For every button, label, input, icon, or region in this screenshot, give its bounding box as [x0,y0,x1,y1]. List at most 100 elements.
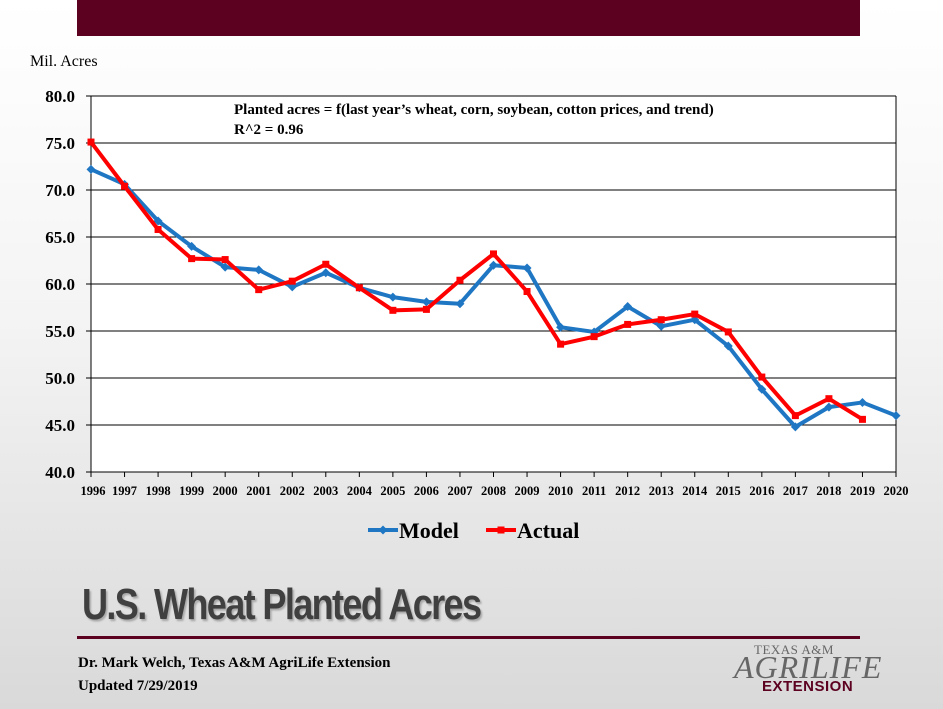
y-axis-label: Mil. Acres [30,53,98,70]
point-model [86,164,96,174]
point-model [656,321,666,331]
logo-line-2: AGRILIFE [734,649,883,685]
x-tick-label: 2014 [682,484,708,498]
y-tick-label: 55.0 [45,322,75,341]
x-tick-label: 2007 [447,484,472,498]
series-line-actual [89,140,864,422]
point-actual [188,255,196,263]
annotation-r-squared: R^2 = 0.96 [234,122,304,138]
x-tick-label: 2015 [716,484,741,498]
y-tick-label: 45.0 [45,416,75,435]
footer-divider [77,636,860,639]
point-actual [523,288,531,296]
point-model [723,341,733,351]
x-tick-label: 1999 [179,484,204,498]
y-tick-label: 75.0 [45,134,75,153]
point-actual [657,316,665,324]
point-model [623,302,633,312]
point-actual [624,320,632,328]
top-banner [77,0,860,36]
point-model [421,297,431,307]
x-tick-label: 2011 [582,484,606,498]
legend-marker-actual [497,526,505,534]
series-lines [86,138,901,432]
point-model [556,322,566,332]
point-actual [288,277,296,285]
point-model [790,422,800,432]
x-tick-label: 1998 [146,484,171,498]
x-tick-label: 2002 [280,484,305,498]
point-model [153,216,163,226]
x-tick-label: 2019 [850,484,875,498]
x-tick-label: 2016 [749,484,774,498]
x-tick-label: 2008 [481,484,506,498]
x-tick-label: 2005 [380,484,405,498]
y-tick-label: 60.0 [45,275,75,294]
point-actual [221,256,229,264]
logo-line-1: TEXAS A&M [754,642,834,657]
y-tick-label: 65.0 [45,228,75,247]
point-actual [791,412,799,420]
point-actual [322,260,330,268]
y-tick-label: 40.0 [45,463,75,482]
logo-line-3: EXTENSION [762,678,854,695]
x-tick-label: 1997 [112,484,137,498]
point-actual [858,415,866,423]
x-tick-label: 2010 [548,484,573,498]
x-tick-label: 2001 [246,484,271,498]
legend-marker-model [378,525,388,535]
point-actual [456,276,464,284]
annotation-equation: Planted acres = f(last year’s wheat, cor… [234,102,714,118]
y-tick-label: 70.0 [45,181,75,200]
point-actual [724,328,732,336]
x-tick-label: 1996 [81,484,106,498]
point-model [757,384,767,394]
gridlines [90,95,897,473]
x-tick-labels: 1996 1997 1998 1999 2000 2001 2002 2003 2004 2005… [81,472,909,498]
legend: Model Actual [368,518,579,543]
point-actual [590,333,598,341]
y-tick-label: 80.0 [45,87,75,106]
x-tick-label: 2017 [783,484,808,498]
x-tick-label: 2000 [213,484,238,498]
point-model [254,265,264,275]
footer-author: Dr. Mark Welch, Texas A&M AgriLife Exten… [78,655,391,671]
point-model [522,263,532,273]
x-tick-label: 2018 [816,484,841,498]
point-model [321,268,331,278]
point-actual [154,225,162,233]
point-actual [255,286,263,294]
x-tick-label: 2004 [347,484,373,498]
point-model [187,241,197,251]
x-tick-label: 2003 [313,484,338,498]
point-actual [758,373,766,381]
legend-label-actual: Actual [517,518,579,543]
legend-label-model: Model [399,518,459,543]
y-tick-labels: 40.0 45.0 50.0 55.0 60.0 65.0 70.0 75.0 80.0 [45,87,91,482]
point-model [824,402,834,412]
x-tick-label: 2006 [414,484,439,498]
y-tick-label: 50.0 [45,369,75,388]
point-model [388,292,398,302]
point-actual [422,305,430,313]
point-actual [490,250,497,258]
point-actual [825,395,833,403]
point-actual [355,284,363,292]
point-model [489,260,498,270]
agrilife-logo: TEXAS A&M AGRILIFE EXTENSION [732,640,881,696]
footer-updated: Updated 7/29/2019 [78,678,198,694]
x-tick-label: 2013 [649,484,674,498]
x-tick-label: 2012 [615,484,640,498]
point-actual [87,138,95,146]
point-actual [557,340,565,348]
point-model [220,262,230,272]
point-actual [691,310,699,318]
point-model [455,299,465,309]
x-tick-label: 2009 [515,484,540,498]
point-actual [121,182,129,190]
point-model [857,397,867,407]
slide-title: U.S. Wheat Planted Acres [82,580,482,629]
point-actual [389,306,397,314]
x-tick-label: 2020 [884,484,909,498]
